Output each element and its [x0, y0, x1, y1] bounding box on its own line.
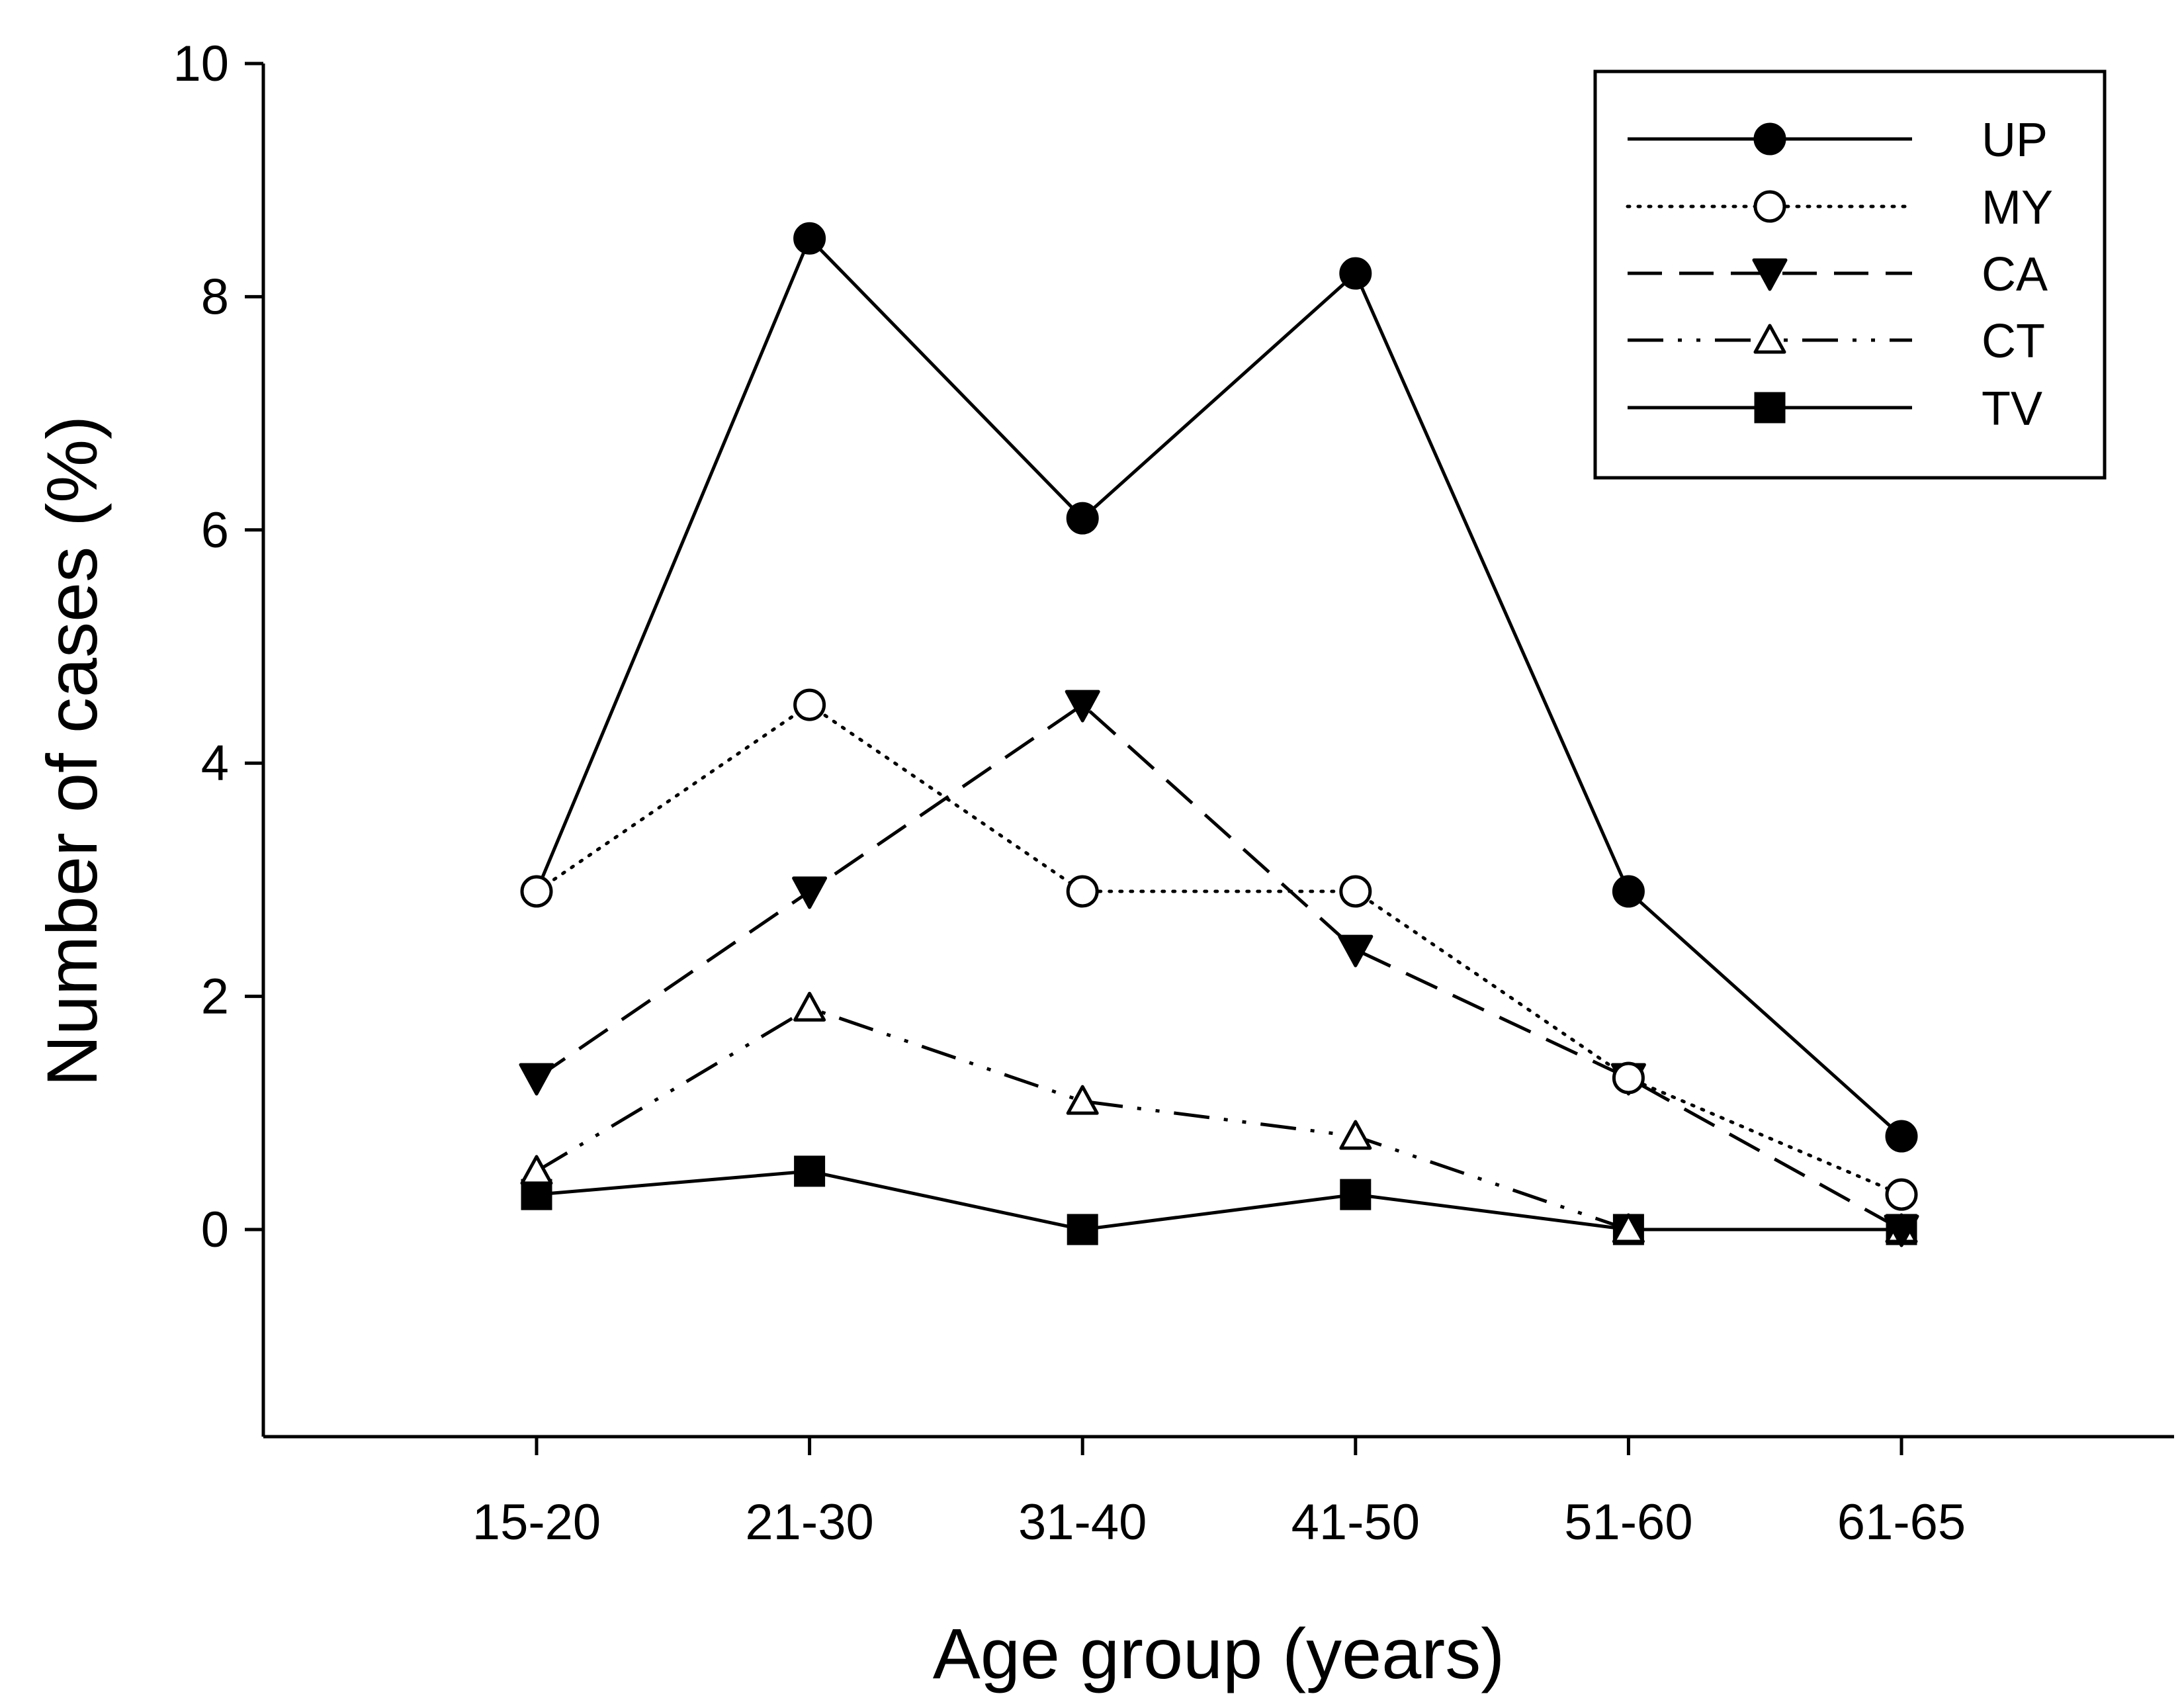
legend-label-ct: CT: [1982, 315, 2045, 368]
data-point-ct: [1066, 1085, 1099, 1115]
data-point-up: [1339, 257, 1372, 290]
data-point-up: [1885, 1120, 1918, 1153]
data-point-tv: [521, 1179, 552, 1210]
data-point-up: [1066, 502, 1099, 535]
series-line-ca: [535, 702, 1903, 1232]
data-point-up: [1612, 875, 1645, 908]
y-axis-ticks: 0 2 4 6 8 10: [173, 36, 263, 1258]
series-line-my: [535, 703, 1903, 1196]
legend: UP MY CA CT TV: [1593, 69, 2107, 480]
legend-label-up: UP: [1982, 114, 2048, 167]
data-point-my: [793, 688, 826, 721]
data-point-ca: [519, 1063, 554, 1096]
x-tick-label: 41-50: [1291, 1494, 1420, 1550]
legend-marker-up: [1753, 122, 1786, 156]
y-tick-label: 2: [201, 969, 229, 1025]
x-tick-label: 15-20: [472, 1494, 601, 1550]
data-point-my: [520, 875, 553, 908]
legend-marker-my: [1753, 190, 1786, 223]
series-markers: [519, 222, 1919, 1247]
series-line-ct: [535, 1006, 1901, 1232]
x-axis-title: Age group (years): [933, 1613, 1505, 1693]
data-point-tv: [1340, 1179, 1372, 1210]
y-axis-title: Number of cases (%): [32, 416, 112, 1087]
data-point-ca: [792, 876, 828, 909]
x-tick-label: 51-60: [1564, 1494, 1692, 1550]
legend-marker-ca: [1752, 258, 1788, 291]
data-point-tv: [794, 1155, 826, 1187]
data-point-my: [1612, 1061, 1645, 1095]
x-tick-label: 31-40: [1018, 1494, 1147, 1550]
data-point-ct: [520, 1155, 553, 1185]
data-point-ct: [1612, 1213, 1645, 1243]
data-point-ct: [1339, 1120, 1372, 1150]
data-point-tv: [1067, 1214, 1098, 1245]
data-point-up: [793, 222, 826, 255]
data-point-my: [1066, 875, 1099, 908]
legend-label-my: MY: [1982, 181, 2053, 234]
y-tick-label: 8: [201, 269, 229, 325]
data-point-ct: [793, 991, 826, 1022]
data-point-my: [1339, 875, 1372, 908]
legend-label-ca: CA: [1982, 248, 2048, 301]
legend-label-tv: TV: [1982, 382, 2042, 435]
legend-marker-ct: [1753, 324, 1786, 354]
y-tick-label: 10: [173, 36, 229, 92]
series-lines: [535, 235, 1903, 1232]
x-tick-label: 21-30: [745, 1494, 873, 1550]
series-line-up: [535, 235, 1903, 1138]
y-tick-label: 4: [201, 735, 229, 791]
series-line-tv: [536, 1169, 1901, 1232]
data-point-my: [1885, 1178, 1918, 1211]
legend-marker-tv: [1754, 392, 1786, 424]
data-point-ca: [1884, 1214, 1919, 1247]
x-tick-label: 61-65: [1837, 1494, 1966, 1550]
y-tick-label: 0: [201, 1202, 229, 1258]
data-point-ca: [1338, 934, 1374, 967]
x-axis-ticks: 15-20 21-30 31-40 41-50 51-60 61-65: [472, 1437, 1966, 1550]
data-point-ca: [1065, 690, 1100, 723]
y-tick-label: 6: [201, 502, 229, 559]
